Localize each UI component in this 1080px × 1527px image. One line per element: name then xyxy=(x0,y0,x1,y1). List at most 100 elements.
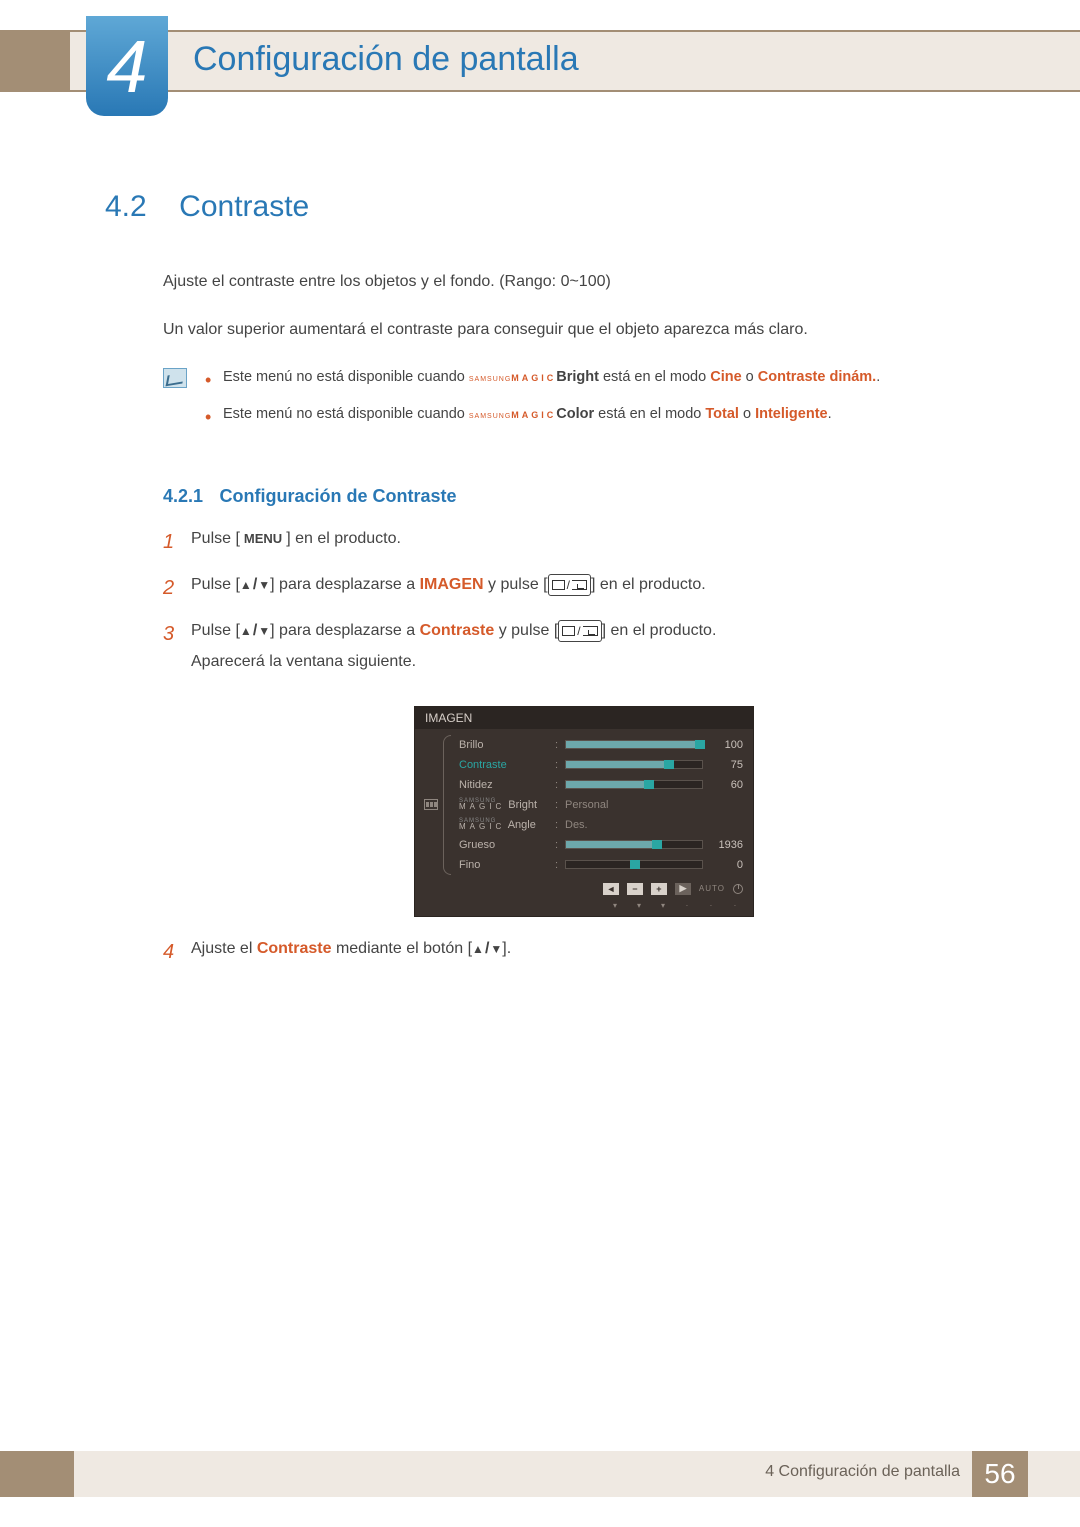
magic-label: MAGIC xyxy=(511,410,556,420)
page: 4 Configuración de pantalla 4.2 Contrast… xyxy=(0,0,1080,1527)
step-text: Pulse [▲/▼] para desplazarse a IMAGEN y … xyxy=(191,573,1005,603)
text: Angle xyxy=(508,819,536,831)
step-number: 4 xyxy=(163,937,191,967)
osd-row-contraste: Contraste : 75 xyxy=(459,755,743,775)
osd-value: 1936 xyxy=(709,839,743,851)
osd-body: Brillo : 100 Contraste : xyxy=(415,729,753,879)
osd-btn-minus: − xyxy=(627,883,643,895)
colon: : xyxy=(555,839,565,851)
up-down-icon: ▲/▼ xyxy=(472,937,502,961)
colon: : xyxy=(555,819,565,831)
section-title: Contraste xyxy=(179,190,309,224)
magic-label: MAGIC xyxy=(511,373,556,383)
osd-slider: 100 xyxy=(565,739,743,751)
osd-row-magic-bright: SAMSUNGMAGIC Bright : Personal xyxy=(459,795,743,815)
intro-paragraph: Un valor superior aumentará el contraste… xyxy=(163,318,1005,342)
subsection-title: Configuración de Contraste xyxy=(220,486,457,506)
osd-slider: 60 xyxy=(565,779,743,791)
magic-color: Color xyxy=(556,406,594,422)
osd-value-text: Personal xyxy=(565,799,608,811)
text: ]. xyxy=(502,940,511,957)
footer-accent xyxy=(0,1451,74,1497)
step-text: Pulse [MENU] en el producto. xyxy=(191,527,1005,557)
page-footer: 4 Configuración de pantalla 56 xyxy=(0,1451,1080,1497)
osd-value: 100 xyxy=(709,739,743,751)
up-down-icon: ▲/▼ xyxy=(240,573,270,597)
text: Este menú no está disponible cuando xyxy=(223,406,469,422)
mode-name: Inteligente xyxy=(755,406,828,422)
section-number: 4.2 xyxy=(105,190,147,224)
chapter-title: Configuración de pantalla xyxy=(193,40,579,79)
section-heading: 4.2 Contraste xyxy=(105,190,1005,224)
samsung-sup: SAMSUNG xyxy=(469,376,511,383)
step-followup: Aparecerá la ventana siguiente. xyxy=(191,650,1005,674)
note-icon xyxy=(163,368,187,388)
osd-row-magic-angle: SAMSUNGMAGIC Angle : Des. xyxy=(459,815,743,835)
text: o xyxy=(739,406,755,422)
osd-value: 0 xyxy=(709,859,743,871)
colon: : xyxy=(555,739,565,751)
osd-label: Grueso xyxy=(459,839,555,851)
mode-name: Total xyxy=(705,406,739,422)
note-list: Este menú no está disponible cuando SAMS… xyxy=(205,366,880,440)
osd-footer: ◄ − + ▶ AUTO xyxy=(415,879,753,901)
text: Pulse [ xyxy=(191,623,240,640)
text: ] para desplazarse a xyxy=(270,577,419,594)
osd-category-icon xyxy=(423,735,439,875)
text: Este menú no está disponible cuando xyxy=(223,369,469,385)
text: y pulse [ xyxy=(484,577,548,594)
text: ] en el producto. xyxy=(591,577,706,594)
text: ] para desplazarse a xyxy=(270,623,419,640)
note-item: Este menú no está disponible cuando SAMS… xyxy=(205,366,880,389)
content: 4.2 Contraste Ajuste el contraste entre … xyxy=(105,190,1005,983)
osd-row-nitidez: Nitidez : 60 xyxy=(459,775,743,795)
text: o xyxy=(742,369,758,385)
text: está en el modo xyxy=(599,369,710,385)
menu-target: Contraste xyxy=(420,623,495,640)
text: mediante el botón [ xyxy=(332,940,473,957)
page-number: 56 xyxy=(972,1451,1028,1497)
subsection-number: 4.2.1 xyxy=(163,486,203,506)
text: Ajuste el xyxy=(191,940,257,957)
colon: : xyxy=(555,759,565,771)
osd-label: Contraste xyxy=(459,759,555,771)
subsection-heading: 4.2.1 Configuración de Contraste xyxy=(163,486,1005,507)
osd-slider: 1936 xyxy=(565,839,743,851)
osd-auto-label: AUTO xyxy=(699,884,725,893)
samsung-sup: SAMSUNG xyxy=(469,413,511,420)
text: y pulse [ xyxy=(494,623,558,640)
mode-name: Cine xyxy=(710,369,741,385)
menu-target: IMAGEN xyxy=(420,577,484,594)
note-box: Este menú no está disponible cuando SAMS… xyxy=(163,366,1005,440)
section-body: Ajuste el contraste entre los objetos y … xyxy=(163,270,1005,967)
osd-btn-left: ◄ xyxy=(603,883,619,895)
text: . xyxy=(876,369,880,385)
chapter-number: 4 xyxy=(86,16,168,116)
osd-slider: 75 xyxy=(565,759,743,771)
step-list: 1 Pulse [MENU] en el producto. 2 Pulse [… xyxy=(163,527,1005,966)
osd-value: 75 xyxy=(709,759,743,771)
osd-footer-chevrons: ▾▾▾··· xyxy=(415,901,753,916)
osd-bracket xyxy=(443,735,451,875)
osd-label: Fino xyxy=(459,859,555,871)
osd-label: Nitidez xyxy=(459,779,555,791)
menu-target: Contraste xyxy=(257,940,332,957)
enter-icon: / xyxy=(558,620,601,642)
step-text: Pulse [▲/▼] para desplazarse a Contraste… xyxy=(191,619,1005,689)
text: Bright xyxy=(508,799,537,811)
osd-label: SAMSUNGMAGIC Angle xyxy=(459,819,555,831)
step: 3 Pulse [▲/▼] para desplazarse a Contras… xyxy=(163,619,1005,689)
step: 4 Ajuste el Contraste mediante el botón … xyxy=(163,937,1005,967)
power-icon xyxy=(733,884,743,894)
osd-value: 60 xyxy=(709,779,743,791)
mode-name: Contraste dinám. xyxy=(758,369,876,385)
intro-paragraph: Ajuste el contraste entre los objetos y … xyxy=(163,270,1005,294)
osd-label: Brillo xyxy=(459,739,555,751)
text: ] en el producto. xyxy=(602,623,717,640)
menu-key: MENU xyxy=(240,529,286,549)
osd-title: IMAGEN xyxy=(415,707,753,729)
osd-row-fino: Fino : 0 xyxy=(459,855,743,875)
enter-icon: / xyxy=(548,574,591,596)
osd-label: SAMSUNGMAGIC Bright xyxy=(459,799,555,811)
step: 2 Pulse [▲/▼] para desplazarse a IMAGEN … xyxy=(163,573,1005,603)
